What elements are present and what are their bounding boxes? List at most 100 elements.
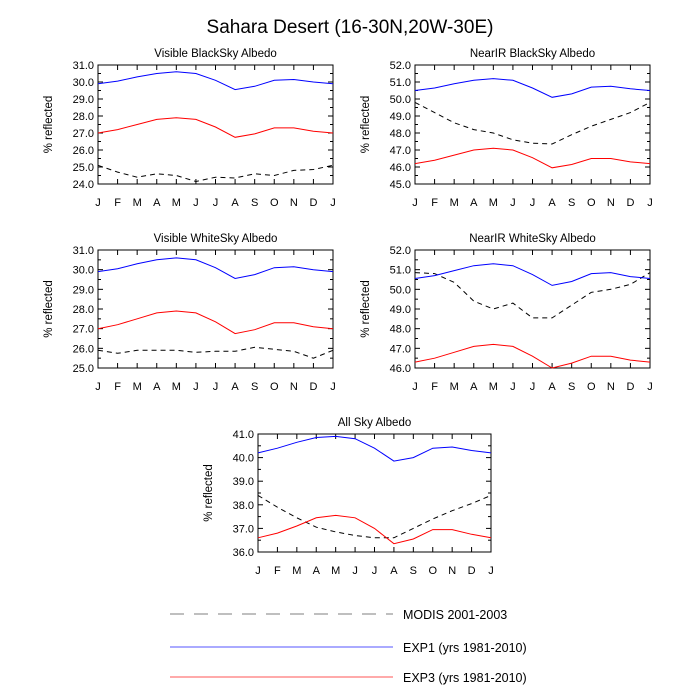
x-tick-label: N	[448, 565, 456, 577]
y-tick-label: 25.0	[73, 363, 94, 375]
panel-title: NearIR WhiteSky Albedo	[469, 233, 596, 245]
legend-label-modis: MODIS 2001-2003	[403, 608, 507, 622]
series-line-exp3	[414, 147, 651, 169]
series-line-exp3	[97, 310, 334, 335]
y-axis-label: % reflected	[360, 96, 372, 154]
x-tick-label: M	[331, 565, 340, 577]
series-line-modis	[97, 346, 334, 359]
x-tick-label: J	[488, 565, 494, 577]
x-tick-label: M	[172, 381, 181, 393]
x-tick-label: J	[530, 381, 536, 393]
x-tick-label: S	[568, 197, 575, 209]
x-tick-label: J	[255, 565, 261, 577]
y-tick-label: 47.0	[390, 145, 411, 157]
x-tick-label: F	[114, 197, 121, 209]
x-tick-label: N	[607, 197, 615, 209]
y-axis-label: % reflected	[203, 464, 215, 522]
x-tick-label: F	[114, 381, 121, 393]
y-tick-label: 47.0	[390, 343, 411, 355]
y-tick-label: 49.0	[390, 304, 411, 316]
x-tick-label: J	[412, 381, 418, 393]
x-tick-label: M	[133, 381, 142, 393]
y-tick-label: 36.0	[233, 547, 254, 559]
x-tick-label: M	[450, 381, 459, 393]
y-tick-label: 48.0	[390, 128, 411, 140]
series-line-modis	[97, 164, 334, 183]
x-tick-label: S	[251, 197, 258, 209]
x-tick-label: J	[95, 197, 101, 209]
x-tick-label: A	[470, 381, 478, 393]
y-tick-label: 31.0	[73, 245, 94, 257]
y-tick-label: 27.0	[73, 324, 94, 336]
x-tick-label: J	[352, 565, 358, 577]
x-tick-label: J	[95, 381, 101, 393]
y-tick-label: 50.0	[390, 284, 411, 296]
x-tick-label: J	[647, 197, 653, 209]
x-tick-label: A	[548, 197, 556, 209]
y-tick-label: 26.0	[73, 343, 94, 355]
y-tick-label: 29.0	[73, 94, 94, 106]
x-tick-label: J	[330, 197, 336, 209]
x-tick-label: N	[290, 197, 298, 209]
x-tick-label: J	[193, 197, 199, 209]
x-tick-label: O	[270, 197, 279, 209]
x-tick-label: J	[530, 197, 536, 209]
x-tick-label: S	[410, 565, 417, 577]
series-line-exp1	[414, 78, 651, 98]
figure-title: Sahara Desert (16-30N,20W-30E)	[207, 17, 494, 38]
y-axis-label: % reflected	[360, 280, 372, 338]
x-tick-label: J	[510, 197, 516, 209]
x-tick-label: D	[626, 197, 634, 209]
chart-panel-2: NearIR BlackSky Albedo 45.0 46.0 47.0 48.0 49…	[360, 48, 653, 209]
y-axis-label: % reflected	[43, 280, 55, 338]
series-line-exp1	[97, 257, 334, 280]
x-tick-label: A	[231, 197, 239, 209]
panel-title: Visible BlackSky Albedo	[154, 48, 277, 60]
y-tick-label: 38.0	[233, 500, 254, 512]
legend-item-exp3: EXP3 (yrs 1981-2010)	[170, 671, 527, 685]
plot-frame	[257, 433, 492, 553]
y-tick-label: 52.0	[390, 245, 411, 257]
y-tick-label: 46.0	[390, 162, 411, 174]
series-line-exp3	[97, 117, 334, 138]
x-tick-label: D	[626, 381, 634, 393]
x-tick-label: O	[587, 197, 596, 209]
series-line-exp3	[257, 514, 492, 545]
x-tick-label: D	[309, 197, 317, 209]
x-tick-label: A	[390, 565, 398, 577]
x-tick-label: M	[489, 381, 498, 393]
x-tick-label: S	[251, 381, 258, 393]
y-tick-label: 39.0	[233, 476, 254, 488]
x-tick-label: J	[330, 381, 336, 393]
x-tick-label: M	[292, 565, 301, 577]
y-tick-label: 37.0	[233, 523, 254, 535]
series-line-modis	[257, 494, 492, 539]
legend-label-exp1: EXP1 (yrs 1981-2010)	[403, 641, 527, 655]
legend-item-modis: MODIS 2001-2003	[170, 608, 507, 622]
y-tick-label: 31.0	[73, 60, 94, 72]
y-tick-label: 51.0	[390, 265, 411, 277]
y-tick-label: 30.0	[73, 77, 94, 89]
panel-title: Visible WhiteSky Albedo	[154, 233, 278, 245]
x-tick-label: M	[133, 197, 142, 209]
series-line-modis	[414, 101, 651, 145]
y-tick-label: 30.0	[73, 265, 94, 277]
x-tick-label: A	[231, 381, 239, 393]
y-tick-label: 29.0	[73, 284, 94, 296]
panel-title: NearIR BlackSky Albedo	[470, 48, 595, 60]
x-tick-label: F	[431, 197, 438, 209]
x-tick-label: J	[510, 381, 516, 393]
x-tick-label: N	[607, 381, 615, 393]
x-tick-label: A	[313, 565, 321, 577]
x-tick-label: A	[548, 381, 556, 393]
x-tick-label: M	[172, 197, 181, 209]
x-tick-label: D	[468, 565, 476, 577]
x-tick-label: J	[213, 197, 219, 209]
chart-panels: Visible BlackSky Albedo 24.0 25.0 26.0 27.0 2…	[43, 48, 653, 577]
legend-label-exp3: EXP3 (yrs 1981-2010)	[403, 671, 527, 685]
x-tick-label: A	[153, 197, 161, 209]
x-tick-label: F	[431, 381, 438, 393]
y-tick-label: 40.0	[233, 453, 254, 465]
chart-panel-5: All Sky Albedo 36.0 37.0 38.0 39.0 40.0 41.0 J F…	[203, 417, 494, 577]
